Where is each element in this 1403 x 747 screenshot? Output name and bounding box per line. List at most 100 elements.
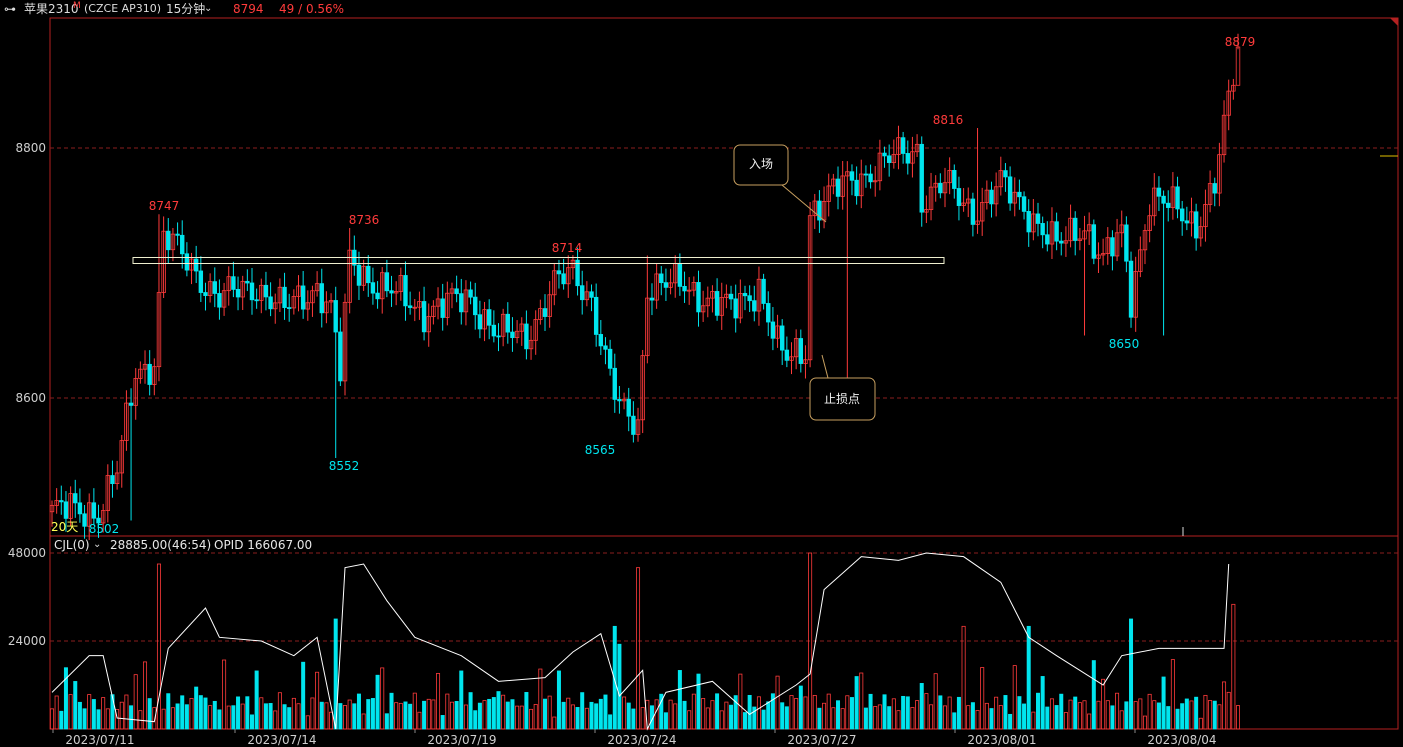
chevron-down-icon[interactable]: ⌄	[93, 539, 102, 550]
volume-bar	[454, 701, 459, 730]
volume-bar	[152, 707, 157, 730]
candle-body	[580, 285, 585, 301]
symbol-name[interactable]: 苹果2310	[24, 2, 79, 16]
volume-bar	[398, 702, 403, 730]
link-icon[interactable]: ⊶	[4, 2, 16, 16]
volume-bar	[1236, 705, 1241, 730]
volume-bar	[491, 697, 496, 730]
candle-body	[831, 178, 836, 187]
candle-body	[87, 502, 92, 527]
volume-bar	[417, 711, 422, 730]
volume-bar	[654, 699, 659, 730]
exchange-code: (CZCE AP310)	[84, 2, 162, 15]
candle-body	[1152, 187, 1157, 217]
candle-body	[556, 270, 562, 275]
volume-bar	[459, 670, 464, 730]
candle-body	[589, 291, 594, 298]
candle-body	[305, 302, 311, 310]
volume-bar	[626, 702, 631, 730]
candle-body	[886, 155, 892, 163]
candle-body	[566, 267, 571, 285]
candle-body	[166, 230, 171, 251]
volume-bar	[775, 675, 780, 730]
candle-body	[728, 293, 734, 300]
volume-bar	[96, 709, 101, 730]
candle-body	[110, 475, 115, 485]
candle-body	[598, 334, 604, 347]
volume-bar	[124, 694, 129, 730]
volume-bar	[324, 702, 329, 730]
candle-body	[366, 265, 371, 284]
volume-bar	[1152, 700, 1157, 730]
candle-body	[835, 178, 841, 197]
volume-bar	[687, 710, 692, 730]
volume-bar	[222, 659, 227, 730]
candle-body	[621, 398, 627, 402]
volume-bar	[738, 673, 743, 730]
candle-body	[863, 173, 869, 176]
candle-body	[273, 302, 278, 310]
candle-body	[826, 185, 831, 202]
volume-bar	[305, 715, 310, 730]
volume-bar	[161, 708, 166, 730]
volume-bar	[352, 703, 357, 730]
indicator-name[interactable]: CJL(0)	[54, 538, 90, 552]
volume-bar	[389, 692, 394, 730]
volume-bar	[575, 707, 580, 730]
volume-bar	[1129, 618, 1134, 730]
candle-body	[105, 475, 111, 511]
volume-bar	[1054, 705, 1059, 730]
candle-body	[231, 276, 236, 290]
volume-bar	[1096, 700, 1101, 730]
candle-body	[263, 284, 269, 298]
candle-body	[1077, 238, 1083, 241]
candle-body	[631, 415, 636, 435]
volume-bar	[505, 701, 510, 730]
candle-body	[603, 345, 608, 350]
volume-bar	[1045, 706, 1050, 730]
volume-bar	[1142, 715, 1147, 730]
volume-bar	[259, 697, 264, 730]
volume-bar	[719, 710, 724, 730]
candle-body	[724, 293, 729, 298]
candle-body	[659, 273, 664, 284]
volume-bar	[63, 667, 68, 730]
volume-bar	[87, 694, 92, 730]
candle-body	[463, 289, 469, 313]
candle-body	[393, 291, 399, 294]
volume-bar	[752, 706, 757, 730]
volume-bar	[487, 698, 492, 730]
volume-bar	[519, 705, 524, 730]
volume-bar	[547, 695, 552, 730]
candle-body	[412, 306, 417, 309]
volume-bar	[1012, 665, 1017, 730]
candle-body	[993, 186, 999, 205]
volume-bar	[854, 676, 859, 730]
candle-body	[752, 300, 757, 312]
candle-body	[789, 356, 794, 361]
volume-bar	[212, 700, 217, 730]
candle-body	[891, 154, 897, 163]
volume-bar	[170, 707, 175, 730]
period-selector[interactable]: 15分钟	[166, 2, 206, 16]
candle-body	[310, 290, 315, 304]
candle-body	[1026, 210, 1031, 233]
volume-bar	[1147, 693, 1152, 730]
candle-body	[1147, 215, 1152, 232]
candle-body	[989, 189, 994, 205]
chevron-down-icon[interactable]: ⌄	[204, 3, 213, 14]
candle-body	[942, 182, 948, 194]
volume-bar	[603, 694, 608, 730]
volume-bar	[966, 705, 971, 730]
candle-body	[226, 276, 231, 292]
volume-readout: 28885.00(46:54)	[110, 538, 212, 552]
volume-bar	[515, 705, 520, 730]
resistance-band	[132, 257, 945, 264]
volume-bar	[905, 696, 910, 730]
candle-body	[640, 355, 645, 421]
candle-body	[324, 301, 329, 314]
candle-body	[1231, 84, 1236, 92]
volume-bar	[105, 708, 110, 730]
candle-body	[1114, 232, 1120, 257]
